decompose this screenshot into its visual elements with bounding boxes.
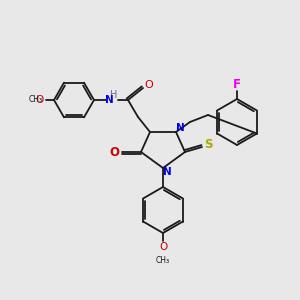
Text: N: N bbox=[176, 123, 184, 133]
Text: CH₃: CH₃ bbox=[29, 95, 43, 104]
Text: O: O bbox=[159, 242, 167, 252]
Text: O: O bbox=[109, 146, 119, 158]
Text: N: N bbox=[105, 95, 113, 105]
Text: O: O bbox=[145, 80, 153, 90]
Text: N: N bbox=[163, 167, 171, 177]
Text: H: H bbox=[110, 90, 118, 100]
Text: S: S bbox=[204, 139, 212, 152]
Text: O: O bbox=[35, 95, 43, 105]
Text: F: F bbox=[233, 77, 241, 91]
Text: CH₃: CH₃ bbox=[156, 256, 170, 265]
